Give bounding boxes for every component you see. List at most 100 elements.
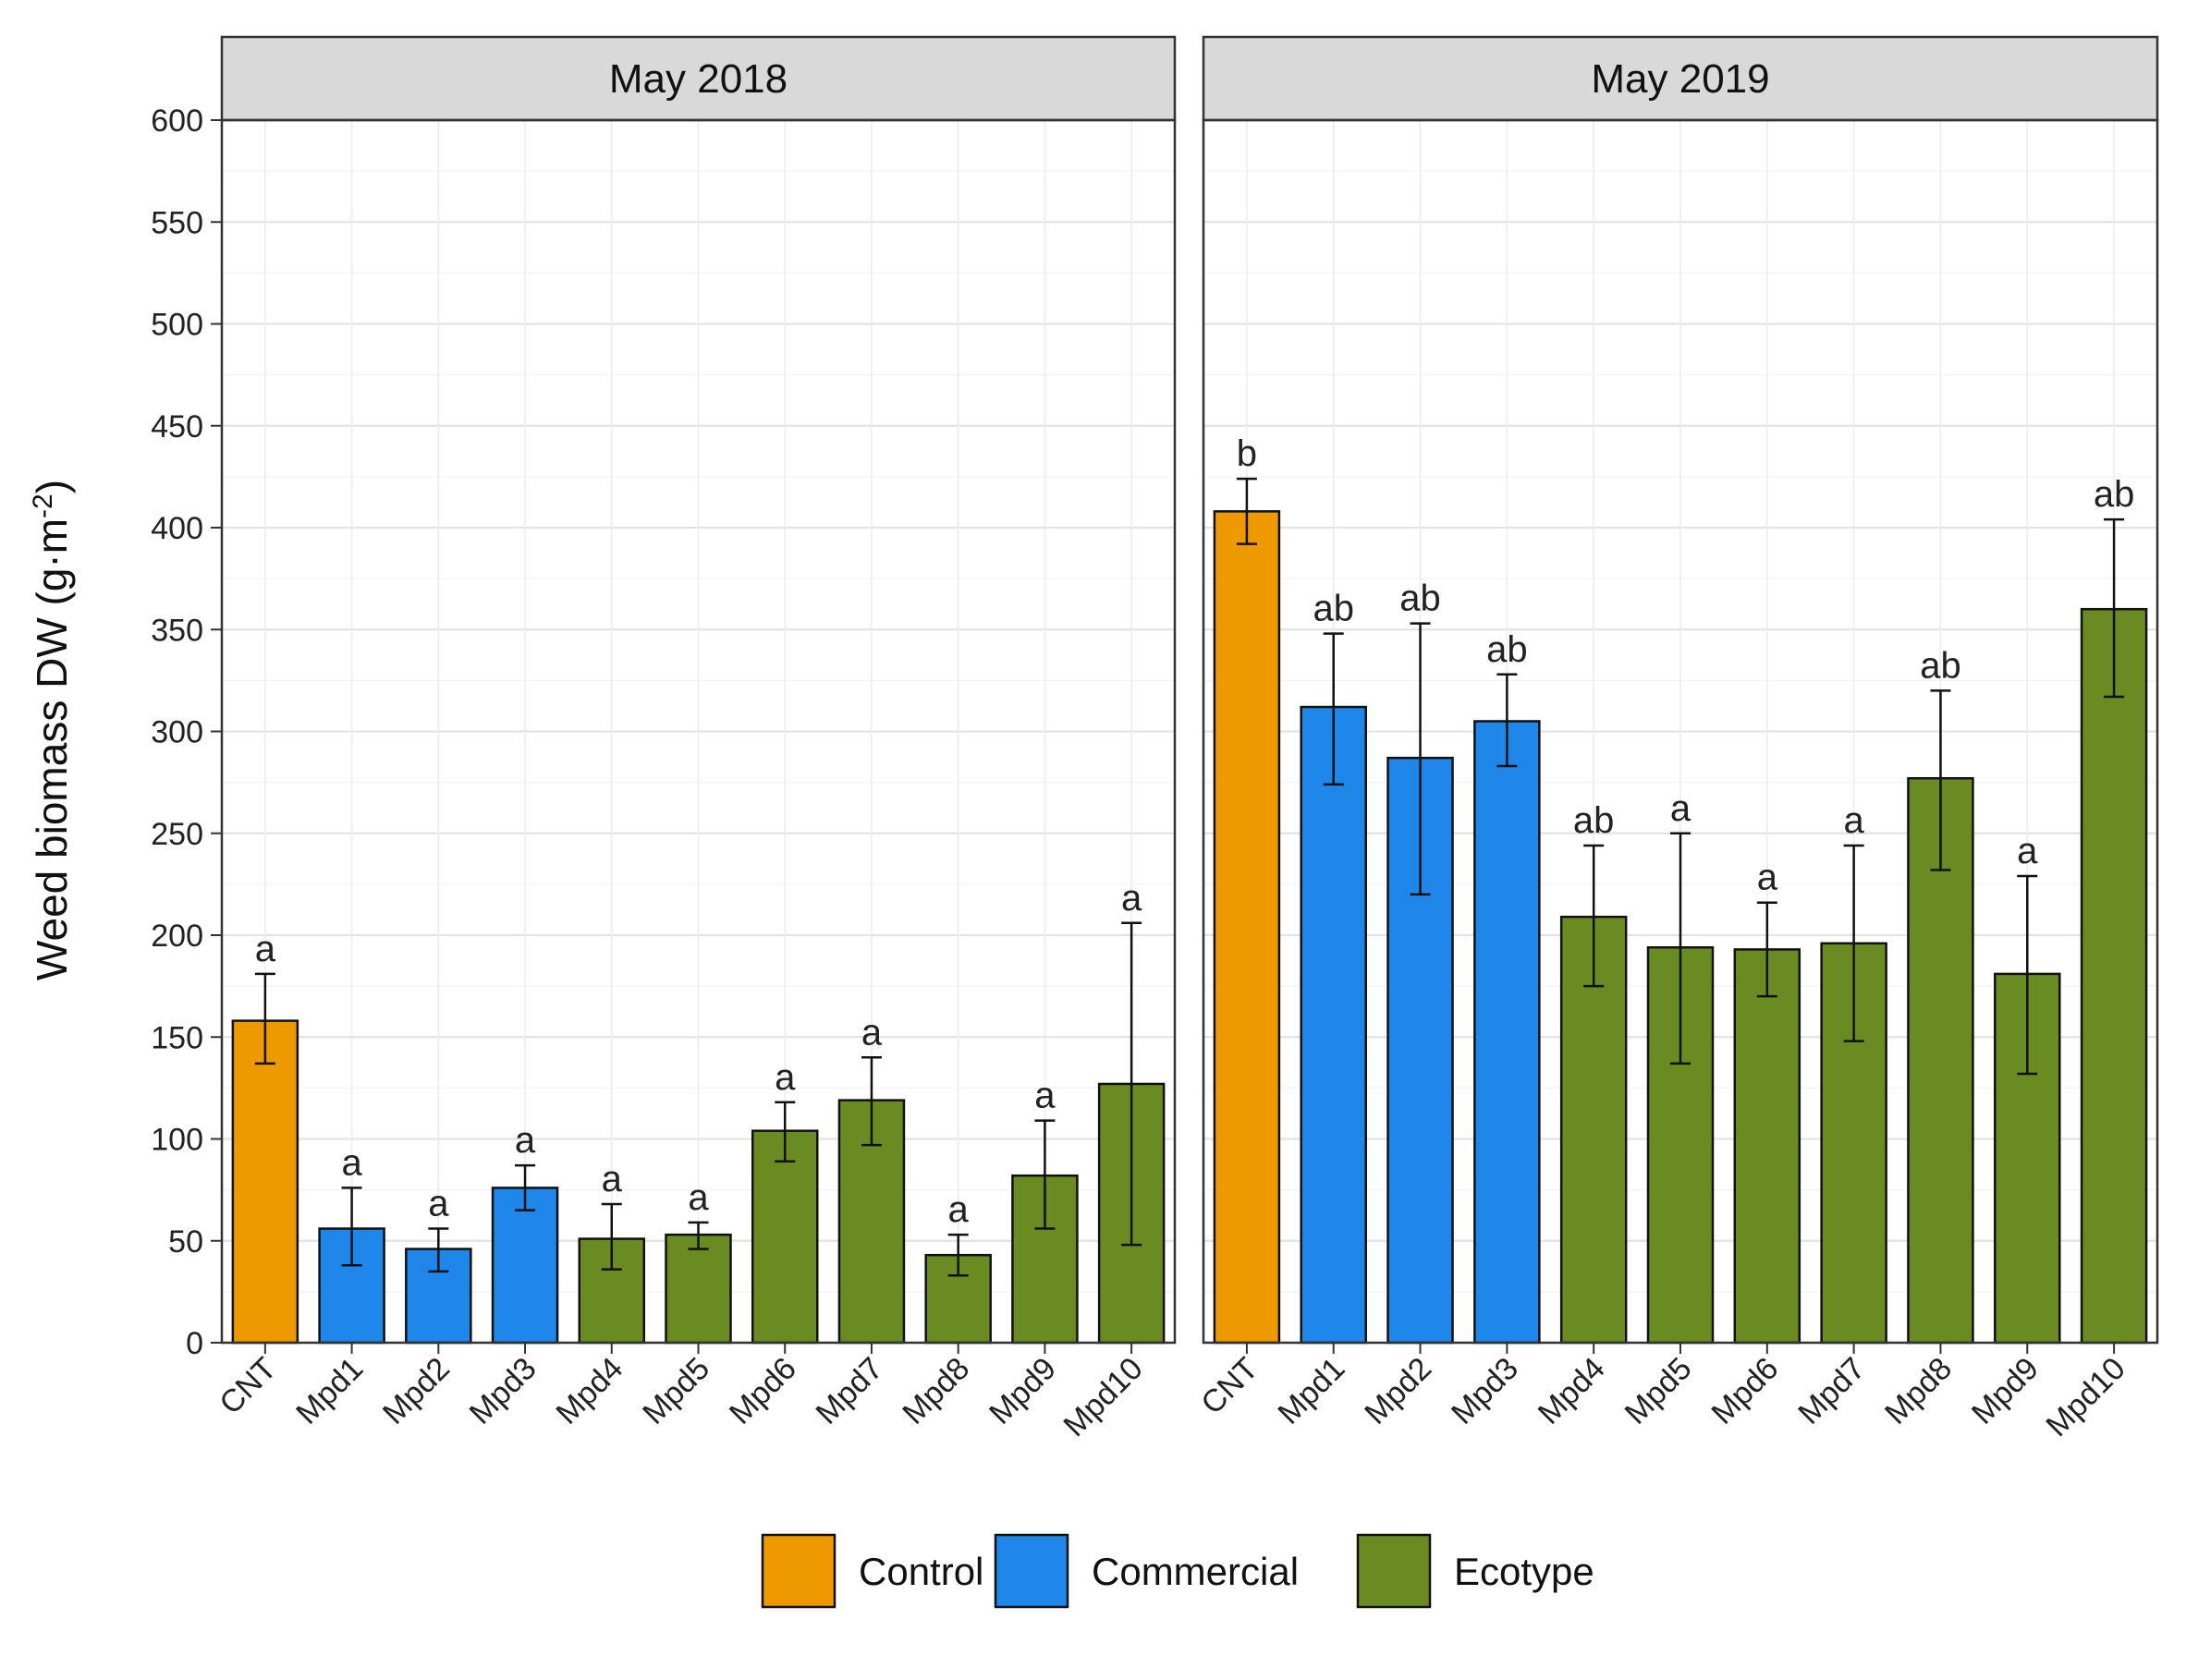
significance-letter: a — [1121, 878, 1142, 919]
y-axis-title-close: ) — [28, 480, 76, 493]
legend: Control Commercial Ecotype — [761, 1533, 1594, 1609]
bar — [2080, 607, 2148, 1345]
svg-text:Weed biomass DW (g·m-2): Weed biomass DW (g·m-2) — [28, 480, 76, 980]
y-tick-label: 300 — [151, 715, 203, 750]
bar — [665, 1233, 732, 1345]
y-tick-label: 450 — [151, 409, 203, 444]
error-bar — [1930, 689, 1951, 871]
bar — [1300, 705, 1367, 1345]
y-tick-label: 500 — [151, 308, 203, 343]
error-bar — [947, 1233, 969, 1277]
x-tick-label: CNT — [213, 1351, 283, 1421]
x-tick-label: Mpd7 — [1791, 1351, 1872, 1431]
legend-item: Control — [761, 1533, 983, 1609]
significance-letter: a — [948, 1189, 970, 1230]
legend-item: Ecotype — [1356, 1533, 1594, 1609]
x-tick-label: Mpd10 — [1056, 1351, 1149, 1443]
error-bar — [861, 1056, 882, 1147]
bar — [491, 1187, 559, 1345]
significance-letter: ab — [1313, 589, 1354, 629]
error-bar — [428, 1227, 449, 1273]
legend-item: Commercial — [994, 1533, 1299, 1609]
x-tick-label: Mpd8 — [1878, 1351, 1959, 1431]
x-tick-label: Mpd10 — [2039, 1351, 2131, 1443]
x-tick-label: Mpd3 — [463, 1351, 543, 1431]
x-tick-label: Mpd9 — [983, 1351, 1063, 1431]
y-tick-label: 100 — [151, 1123, 203, 1158]
significance-letter: a — [861, 1012, 883, 1053]
x-tick-label: CNT — [1194, 1351, 1264, 1421]
y-axis: 0 50 100 150 200 250 300 350 400 450 500 550 600 — [151, 103, 222, 1361]
legend-label: Ecotype — [1454, 1550, 1594, 1593]
error-bar — [2104, 517, 2125, 699]
legend-key — [1356, 1533, 1432, 1609]
x-tick-label: Mpd6 — [1704, 1351, 1785, 1431]
y-tick-label: 550 — [151, 205, 203, 240]
facet-strip-title: May 2019 — [1591, 56, 1769, 102]
error-bar — [254, 972, 275, 1065]
x-tick-label: Mpd4 — [549, 1351, 629, 1431]
significance-letter: a — [688, 1177, 709, 1218]
significance-letter: a — [341, 1142, 362, 1183]
error-bar — [1121, 921, 1142, 1247]
bar — [751, 1129, 819, 1345]
y-axis-title: Weed biomass DW (g·m-2) — [28, 480, 76, 980]
y-tick-label: 50 — [168, 1224, 203, 1260]
y-tick-label: 400 — [151, 511, 203, 546]
y-tick-label: 0 — [186, 1326, 203, 1361]
significance-letter: a — [255, 929, 276, 969]
facet-panel: May 2018 a CNT a Mpd1 a Mpd2 a Mpd3 a Mpd4 a Mpd5 a Mp… — [213, 35, 1177, 1443]
x-tick-label: Mpd6 — [723, 1351, 803, 1431]
significance-letter: a — [1844, 800, 1865, 841]
significance-letter: a — [428, 1184, 449, 1224]
significance-letter: ab — [2094, 474, 2135, 515]
bar — [1473, 720, 1541, 1345]
error-bar — [2017, 874, 2038, 1076]
bar — [1733, 948, 1801, 1345]
y-tick-label: 600 — [151, 103, 203, 139]
error-bar — [775, 1101, 796, 1163]
bar — [231, 1019, 299, 1345]
significance-letter: a — [1670, 788, 1691, 829]
x-tick-label: Mpd4 — [1532, 1351, 1612, 1431]
significance-letter: a — [1757, 858, 1778, 898]
y-tick-label: 250 — [151, 817, 203, 852]
y-tick-label: 350 — [151, 613, 203, 648]
facet-strip-title: May 2018 — [609, 56, 788, 102]
error-bar — [1496, 673, 1518, 768]
significance-letter: ab — [1399, 578, 1441, 619]
error-bar — [1410, 622, 1431, 896]
x-tick-label: Mpd5 — [636, 1351, 716, 1431]
legend-label: Commercial — [1092, 1550, 1299, 1593]
x-tick-label: Mpd1 — [289, 1351, 370, 1431]
significance-letter: ab — [1573, 800, 1615, 841]
x-tick-label: Mpd1 — [1271, 1351, 1351, 1431]
error-bar — [1323, 632, 1344, 786]
significance-letter: a — [602, 1159, 623, 1199]
y-axis-title-superscript: -2 — [28, 493, 58, 518]
error-bar — [1670, 832, 1691, 1065]
error-bar — [1034, 1119, 1056, 1230]
x-tick-label: Mpd5 — [1618, 1351, 1699, 1431]
facet-panel: May 2019 b CNT ab Mpd1 ab Mpd2 ab Mpd3 ab Mpd4 a Mpd… — [1194, 35, 2159, 1443]
panel-border — [1202, 118, 2159, 1345]
y-tick-label: 150 — [151, 1020, 203, 1055]
significance-letter: ab — [1486, 629, 1528, 670]
significance-letter: b — [1237, 433, 1257, 474]
legend-key — [761, 1533, 837, 1609]
y-axis-title-text: Weed biomass DW (g·m — [28, 518, 76, 980]
error-bar — [601, 1202, 622, 1271]
x-tick-label: Mpd2 — [376, 1351, 457, 1431]
facet-strip — [1202, 35, 2159, 122]
error-bar — [688, 1221, 709, 1250]
x-tick-label: Mpd8 — [896, 1351, 976, 1431]
error-bar — [1756, 901, 1777, 998]
error-bar — [515, 1163, 536, 1211]
facet-panels: May 2018 a CNT a Mpd1 a Mpd2 a Mpd3 a Mpd4 a Mpd5 a Mp… — [213, 35, 2159, 1443]
significance-letter: a — [2017, 831, 2038, 871]
y-tick-label: 200 — [151, 919, 203, 954]
significance-letter: ab — [1920, 645, 1961, 686]
bar — [1213, 510, 1281, 1345]
bar — [1386, 756, 1454, 1345]
